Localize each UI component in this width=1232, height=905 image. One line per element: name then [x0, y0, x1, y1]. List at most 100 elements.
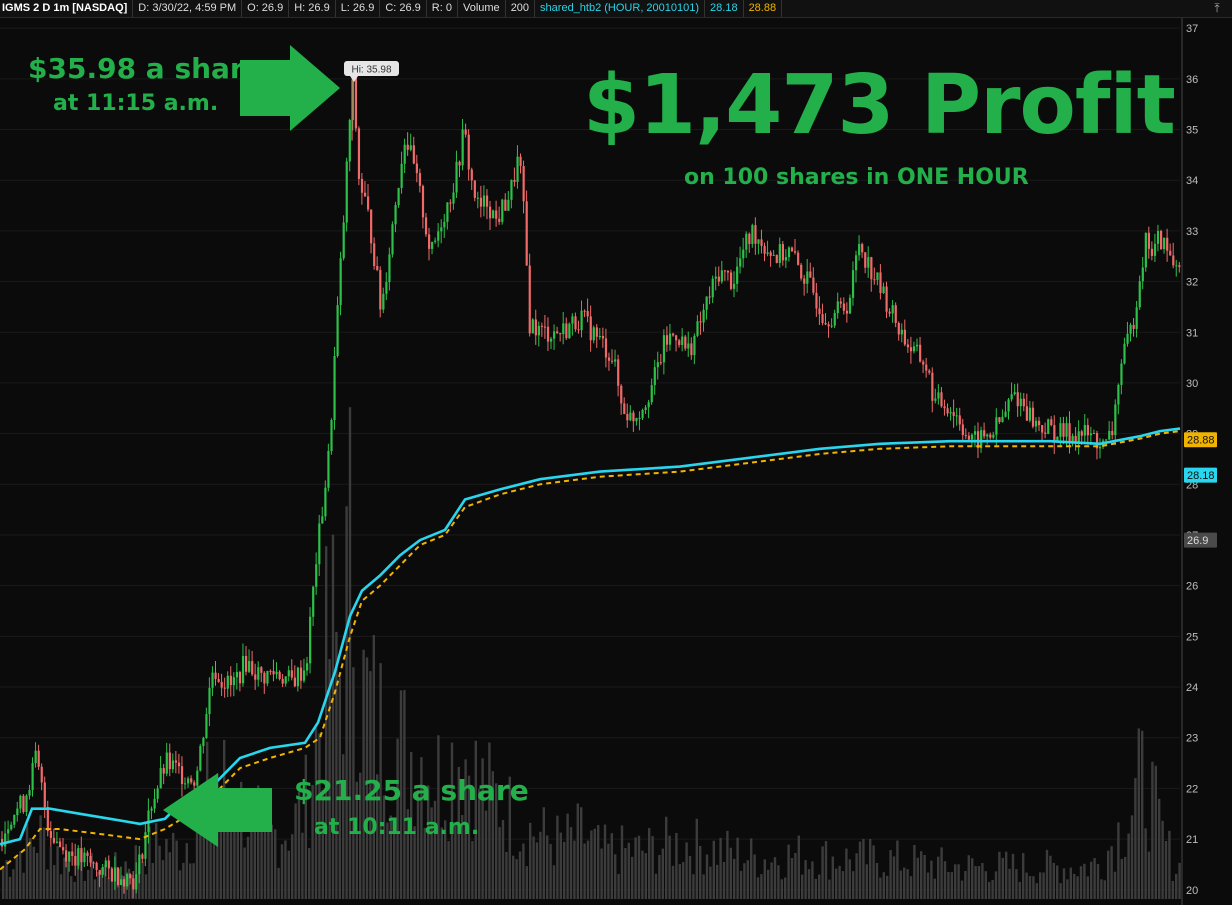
volume-bar — [325, 546, 328, 899]
candle-body — [534, 319, 537, 336]
candle-body — [1156, 230, 1160, 244]
candle-body — [1059, 423, 1062, 437]
volume-bar — [967, 855, 970, 899]
volume-bar — [773, 857, 777, 899]
volume-label[interactable]: Volume — [458, 0, 506, 17]
candle-body — [418, 173, 422, 186]
candle-body — [318, 523, 321, 565]
y-tick-label: 26 — [1186, 581, 1198, 593]
candle-body — [1092, 433, 1096, 435]
candle-body — [964, 435, 967, 437]
volume-bar — [277, 867, 280, 899]
candle-body — [879, 272, 882, 294]
volume-bar — [335, 631, 338, 899]
volume-bar — [855, 853, 858, 899]
candle-body — [571, 316, 574, 324]
candle-body — [49, 831, 52, 838]
candle-body — [726, 270, 730, 273]
dashed-price-marker-box — [1184, 432, 1217, 448]
volume-bar — [1134, 778, 1137, 899]
volume-bar — [1008, 868, 1011, 899]
volume-bar — [743, 863, 746, 899]
candle-body — [925, 364, 928, 371]
candle-body — [354, 73, 357, 129]
volume-bar — [1117, 822, 1120, 899]
candle-body — [1041, 425, 1044, 433]
volume-bar — [369, 671, 372, 899]
volume-bar — [32, 846, 35, 899]
candle-body — [479, 197, 483, 207]
volume-bar — [495, 783, 498, 899]
collapse-arrow-icon[interactable]: ⤒ — [1214, 1, 1220, 15]
candle-body — [367, 196, 370, 210]
candle-body — [763, 245, 766, 254]
volume-bar — [824, 841, 828, 899]
volume-bar — [386, 822, 389, 899]
volume-bar — [508, 776, 511, 899]
candle-body — [1044, 432, 1047, 434]
candle-body — [919, 344, 922, 362]
candle-body — [263, 672, 266, 684]
study-label[interactable]: shared_htb2 (HOUR, 20010101) — [535, 0, 706, 17]
volume-bar — [892, 856, 896, 899]
candle-body — [357, 128, 361, 179]
volume-bar — [1164, 840, 1168, 899]
chart-background — [0, 18, 1232, 905]
candle-body — [891, 305, 894, 314]
volume-bar — [202, 788, 205, 899]
candle-body — [31, 763, 34, 791]
candle-body — [672, 333, 675, 336]
candle-body — [998, 417, 1001, 423]
candle-body — [299, 667, 303, 681]
entry-time-annotation: at 10:11 a.m. — [314, 815, 480, 840]
candle-body — [510, 179, 513, 200]
volume-bar — [372, 635, 375, 899]
candle-body — [226, 675, 229, 689]
volume-bar — [379, 663, 382, 899]
candle-body — [315, 564, 318, 587]
volume-bar — [1025, 872, 1028, 899]
candle-body — [4, 833, 7, 847]
candle-body — [272, 670, 275, 675]
price-chart[interactable]: 202122232425262728293031323334353637 28.… — [0, 18, 1232, 905]
symbol-label[interactable]: IGMS 2 D 1m [NASDAQ] — [0, 0, 134, 17]
volume-bar — [178, 870, 182, 899]
candle-body — [772, 254, 775, 256]
volume-bar — [49, 846, 52, 899]
candle-body — [1004, 411, 1007, 417]
candle-body — [80, 848, 83, 863]
candle-body — [248, 661, 251, 672]
price-axis[interactable]: 202122232425262728293031323334353637 — [1186, 23, 1198, 897]
study-value-dashed: 28.88 — [744, 0, 783, 17]
candle-body — [882, 286, 885, 294]
volume-bar — [943, 861, 947, 899]
candle-body — [1062, 423, 1065, 437]
volume-bar — [314, 727, 318, 899]
candle-body — [906, 344, 910, 348]
volume-bar — [569, 827, 573, 899]
volume-bar — [447, 841, 450, 899]
candle-body — [74, 856, 77, 866]
volume-bar — [872, 845, 875, 899]
volume-bar — [811, 861, 814, 899]
volume-bar — [172, 832, 175, 899]
volume-bar — [308, 848, 311, 899]
candle-body — [931, 372, 934, 401]
candle-body — [485, 195, 489, 207]
candle-body — [870, 257, 873, 280]
candle-body — [781, 244, 784, 261]
candle-body — [302, 670, 306, 681]
volume-bar — [457, 766, 460, 899]
candle-body — [62, 847, 65, 851]
candle-body — [464, 129, 467, 135]
volume-bar — [709, 866, 712, 899]
volume-bar — [294, 803, 297, 899]
candle-body — [955, 415, 958, 417]
y-tick-label: 25 — [1186, 631, 1198, 643]
volume-bar — [909, 876, 913, 899]
volume-bar — [478, 789, 481, 899]
candle-body — [266, 670, 269, 684]
candle-body — [812, 277, 815, 293]
candle-body — [1095, 433, 1099, 449]
candle-body — [562, 323, 565, 335]
